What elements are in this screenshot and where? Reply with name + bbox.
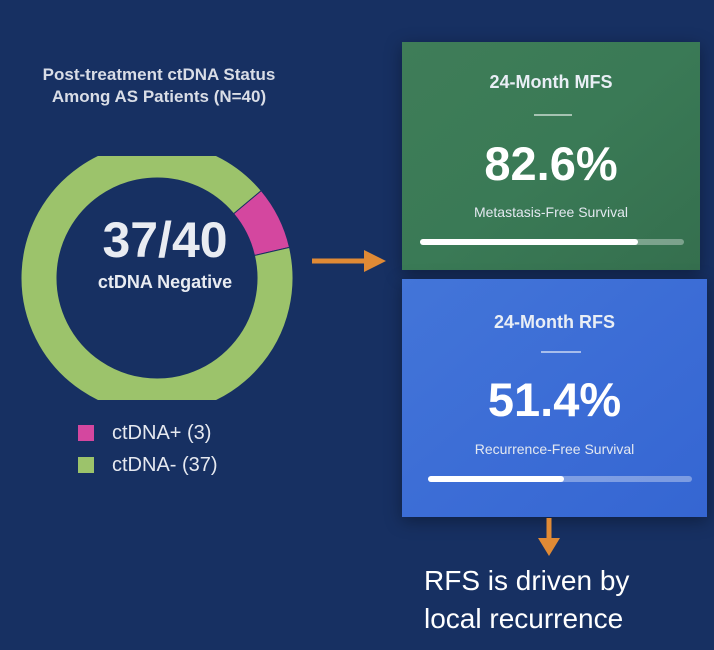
rfs-card: 24-Month RFS 51.4% Recurrence-Free Survi… xyxy=(402,279,707,517)
legend-label-negative: ctDNA- (37) xyxy=(112,453,218,476)
arrow-down-icon xyxy=(538,518,560,556)
legend-swatch-positive xyxy=(78,425,94,441)
donut-center-label: 37/40 ctDNA Negative xyxy=(60,212,270,294)
mfs-progress-track xyxy=(420,239,684,245)
mfs-card-heading: 24-Month MFS xyxy=(489,72,613,92)
summary-note-line-2: local recurrence xyxy=(424,603,624,634)
chart-title-line-1: Post-treatment ctDNA Status xyxy=(42,65,276,84)
chart-title: Post-treatment ctDNA Status Among AS Pat… xyxy=(0,64,318,108)
rfs-card-value: 51.4% xyxy=(487,373,622,426)
mfs-card: 24-Month MFS 82.6% Metastasis-Free Survi… xyxy=(402,42,700,270)
rfs-card-description: Recurrence-Free Survival xyxy=(474,441,635,457)
donut-slice-negative xyxy=(20,156,294,400)
mfs-card-divider xyxy=(534,114,572,116)
rfs-card-divider xyxy=(541,351,581,353)
chart-title-line-2: Among AS Patients (N=40) xyxy=(51,87,267,106)
rfs-progress-fill xyxy=(428,476,564,482)
chart-legend: ctDNA+ (3) ctDNA- (37) xyxy=(78,418,218,482)
legend-swatch-negative xyxy=(78,457,94,473)
mfs-card-description: Metastasis-Free Survival xyxy=(473,204,629,220)
summary-note: RFS is driven by local recurrence xyxy=(424,562,714,638)
mfs-progress-fill xyxy=(420,239,639,245)
summary-note-line-1: RFS is driven by xyxy=(424,565,630,596)
legend-item-negative: ctDNA- (37) xyxy=(78,450,218,480)
legend-label-positive: ctDNA+ (3) xyxy=(112,421,212,444)
donut-chart xyxy=(20,156,294,400)
rfs-progress-track xyxy=(428,476,692,482)
legend-item-positive: ctDNA+ (3) xyxy=(78,418,218,448)
donut-center-value: 37/40 xyxy=(102,212,228,268)
donut-center-caption: ctDNA Negative xyxy=(97,272,233,292)
arrow-right-icon xyxy=(312,250,386,272)
rfs-card-heading: 24-Month RFS xyxy=(494,312,615,332)
mfs-card-value: 82.6% xyxy=(484,137,618,190)
